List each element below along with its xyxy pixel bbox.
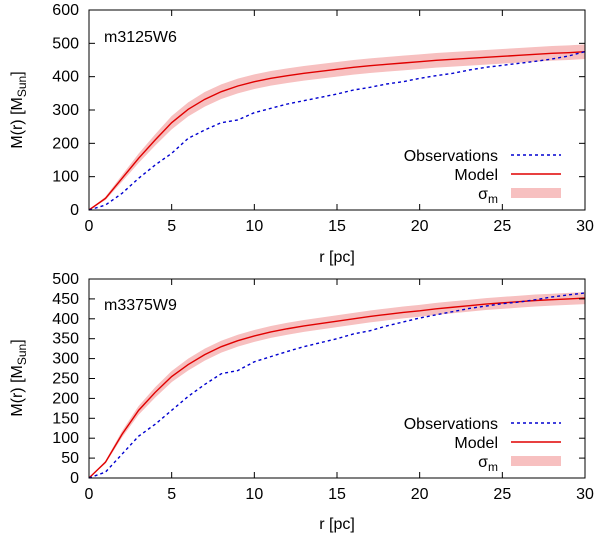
observations-line — [88, 292, 586, 479]
x-tick-label: 25 — [493, 218, 511, 235]
legend-sigma-swatch — [511, 188, 561, 198]
y-axis-label: M(r) [MSun] — [9, 339, 29, 416]
x-tick-label: 0 — [85, 486, 94, 503]
x-tick-label: 30 — [576, 486, 594, 503]
y-tick-label: 300 — [52, 351, 79, 368]
y-tick-label: 200 — [52, 390, 79, 407]
model-line — [88, 50, 586, 211]
y-tick-label: 350 — [52, 331, 79, 348]
x-tick-label: 0 — [85, 218, 94, 235]
y-tick-label: 0 — [70, 202, 79, 219]
legend-sigma-swatch — [511, 456, 561, 466]
legend-sigma-label: σm — [478, 454, 498, 474]
x-tick-label: 20 — [411, 486, 429, 503]
y-tick-label: 400 — [52, 311, 79, 328]
x-tick-label: 30 — [576, 218, 594, 235]
y-axis-label: M(r) [MSun] — [9, 71, 29, 148]
y-tick-label: 200 — [52, 135, 79, 152]
y-tick-label: 50 — [61, 450, 79, 467]
x-tick-label: 5 — [167, 218, 176, 235]
legend: Observations Model σm — [404, 416, 561, 474]
y-tick-label: 250 — [52, 371, 79, 388]
y-tick-label: 100 — [52, 430, 79, 447]
y-tick-label: 500 — [52, 271, 79, 288]
x-tick-label: 5 — [167, 486, 176, 503]
x-tick-label: 20 — [411, 218, 429, 235]
legend-observations-label: Observations — [404, 416, 498, 433]
x-axis-label: r [pc] — [319, 516, 355, 533]
y-tick-label: 450 — [52, 291, 79, 308]
x-tick-label: 10 — [245, 486, 263, 503]
x-axis-label: r [pc] — [319, 249, 355, 266]
model-line — [88, 297, 586, 479]
panel-title: m3125W6 — [104, 29, 177, 46]
y-tick-label: 600 — [52, 2, 79, 19]
x-tick-label: 15 — [328, 218, 346, 235]
y-tick-label: 500 — [52, 35, 79, 52]
legend: Observations Model σm — [404, 148, 561, 206]
legend-model-label: Model — [454, 167, 498, 184]
x-tick-label: 25 — [493, 486, 511, 503]
x-tick-label: 15 — [328, 486, 346, 503]
legend-model-label: Model — [454, 435, 498, 452]
panel-top: 0 100 200 300 400 500 600 0 5 10 15 20 25 30 m3125W6… — [9, 2, 594, 266]
y-tick-label: 150 — [52, 410, 79, 427]
panel-title: m3375W9 — [104, 297, 177, 314]
y-tick-label: 100 — [52, 169, 79, 186]
panel-bottom: 0 50 100 150 200 250 300 350 400 450 500 0 5 10 15 20 2… — [9, 271, 594, 533]
y-tick-label: 400 — [52, 69, 79, 86]
legend-sigma-label: σm — [478, 186, 498, 206]
y-tick-label: 0 — [70, 470, 79, 487]
y-tick-label: 300 — [52, 102, 79, 119]
legend-observations-label: Observations — [404, 148, 498, 165]
x-tick-label: 10 — [245, 218, 263, 235]
